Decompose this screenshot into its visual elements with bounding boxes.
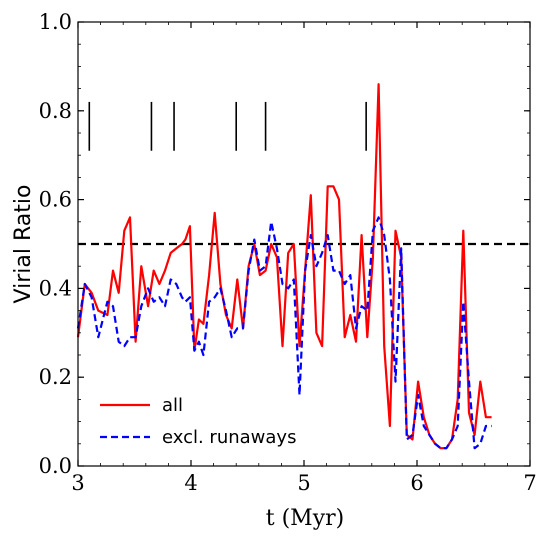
- legend: all excl. runaways: [100, 395, 296, 448]
- y-tick-label: 0.8: [39, 99, 72, 123]
- legend-label-all: all: [162, 395, 183, 416]
- y-tick-label: 0.0: [39, 454, 72, 478]
- y-tick-label: 0.6: [39, 188, 72, 212]
- legend-label-excl-runaways: excl. runaways: [162, 427, 296, 448]
- series-line-excl-runaways: [76, 216, 492, 450]
- ticks: 3 4 5 6 7 0.0 0.2 0.4 0.6 0.8 1.0: [39, 10, 537, 495]
- x-tick-label: 7: [523, 471, 536, 495]
- y-tick-label: 0.4: [39, 276, 72, 300]
- y-axis-label: Virial Ratio: [11, 185, 36, 304]
- y-tick-label: 0.2: [39, 365, 72, 389]
- series-line-all: [76, 83, 492, 450]
- x-axis-label: t (Myr): [266, 506, 344, 531]
- plot-content: [76, 83, 530, 450]
- x-tick-label: 3: [71, 471, 84, 495]
- x-tick-label: 4: [184, 471, 197, 495]
- x-tick-label: 6: [410, 471, 423, 495]
- x-tick-label: 5: [297, 471, 310, 495]
- y-tick-label: 1.0: [39, 10, 72, 34]
